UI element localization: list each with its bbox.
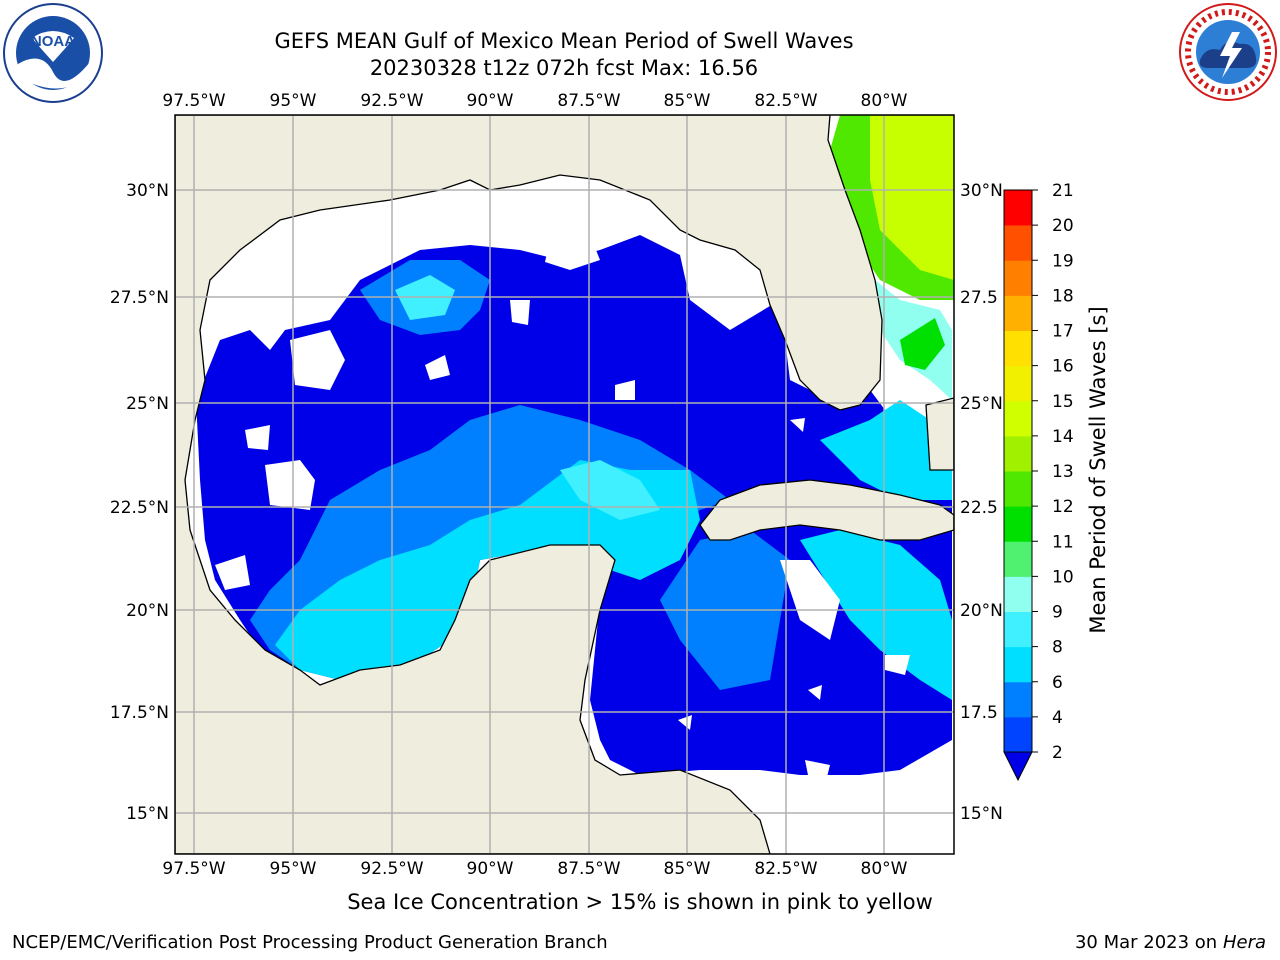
colorbar-tick-label: 6	[1052, 673, 1063, 693]
colorbar-segment	[1004, 190, 1032, 226]
lat-label: 15°N	[960, 804, 1003, 824]
colorbar-segment	[1004, 435, 1032, 472]
lon-label: 87.5°W	[557, 91, 620, 111]
lon-label: 92.5°W	[360, 91, 423, 111]
colorbar-tick-label: 19	[1052, 251, 1074, 271]
field-cyan-east	[800, 530, 952, 700]
nws-logo	[1179, 3, 1277, 101]
footer-credit: NCEP/EMC/Verification Post Processing Pr…	[12, 932, 608, 953]
colorbar-tick-label: 20	[1052, 216, 1074, 236]
colorbar-segment	[1004, 330, 1032, 367]
lat-label: 27.5	[960, 288, 998, 308]
colorbar-tick-label: 16	[1052, 357, 1074, 377]
lat-label: 20°N	[960, 601, 1003, 621]
colorbar-segment	[1004, 295, 1032, 331]
lat-label: 22.5	[960, 498, 998, 518]
colorbar-segment	[1004, 716, 1032, 753]
lon-label: 95°W	[270, 859, 317, 879]
lon-label: 87.5°W	[557, 859, 620, 879]
colorbar-segment	[1004, 611, 1032, 648]
colorbar-segment	[1004, 646, 1032, 683]
lon-label: 90°W	[467, 859, 514, 879]
colorbar-segment	[1004, 225, 1032, 261]
colorbar-tick-label: 11	[1052, 532, 1074, 552]
lon-label: 82.5°W	[754, 91, 817, 111]
colorbar-segment	[1004, 260, 1032, 296]
colorbar-tick-label: 13	[1052, 462, 1074, 482]
no-data-patches	[215, 200, 910, 785]
colorbar-tick-label: 9	[1052, 603, 1063, 623]
lat-labels-right: 30°N 27.5 25°N 22.5 20°N 17.5 15°N	[960, 181, 1003, 824]
noaa-logo: NOAA	[3, 3, 103, 103]
noaa-logo-text: NOAA	[31, 33, 75, 50]
field-cyan	[275, 460, 700, 680]
chart-subtitle: 20230328 t12z 072h fcst Max: 16.56	[369, 56, 759, 80]
field-atlantic-yellow	[870, 115, 954, 280]
lat-label: 17.5°N	[110, 703, 169, 723]
map-area	[175, 115, 954, 854]
lon-label: 95°W	[270, 91, 317, 111]
lat-label: 15°N	[126, 804, 169, 824]
lat-label: 25°N	[960, 394, 1003, 414]
graticule	[175, 115, 954, 854]
field-cyan-3	[560, 460, 660, 520]
sea-ice-note: Sea Ice Concentration > 15% is shown in …	[347, 890, 933, 914]
footer-machine: Hera	[1222, 932, 1266, 953]
colorbar-extend-arrow	[1003, 751, 1033, 782]
field-green-patch	[900, 318, 945, 370]
lat-label: 20°N	[126, 601, 169, 621]
lat-label: 22.5°N	[110, 498, 169, 518]
lon-label: 80°W	[861, 91, 908, 111]
colorbar-tick-label: 15	[1052, 392, 1074, 412]
lat-label: 30°N	[960, 181, 1003, 201]
lon-labels-bottom: 97.5°W 95°W 92.5°W 90°W 87.5°W 85°W 82.5…	[162, 859, 907, 879]
footer-date: 30 Mar 2023 on Hera	[1075, 932, 1266, 953]
colorbar-tick-label: 2	[1052, 743, 1063, 763]
land-cuba	[699, 479, 954, 541]
lon-label: 85°W	[664, 91, 711, 111]
lon-labels-top: 97.5°W 95°W 92.5°W 90°W 87.5°W 85°W 82.5…	[162, 91, 907, 111]
colorbar-segment	[1004, 681, 1032, 718]
land-bahamas	[925, 397, 954, 471]
lon-label: 90°W	[467, 91, 514, 111]
colorbar: 2 4 6 8 9 10 11 12 13 14 15 16 17 18 19 20 21	[1003, 181, 1074, 782]
colorbar-tick-label: 18	[1052, 286, 1074, 306]
colorbar-tick-label: 21	[1052, 181, 1074, 201]
land-us-mexico	[175, 115, 883, 854]
lon-label: 82.5°W	[754, 859, 817, 879]
colorbar-segment	[1004, 541, 1032, 577]
colorbar-tick-label: 17	[1052, 322, 1074, 342]
colorbar-tick-label: 10	[1052, 567, 1074, 587]
lon-label: 92.5°W	[360, 859, 423, 879]
lat-labels-left: 30°N 27.5°N 25°N 22.5°N 20°N 17.5°N 15°N	[110, 181, 169, 824]
colorbar-segment	[1004, 576, 1032, 612]
colorbar-title: Mean Period of Swell Waves [s]	[1086, 306, 1110, 634]
lon-label: 97.5°W	[162, 91, 225, 111]
field-straits-cyan	[820, 400, 952, 500]
colorbar-segment	[1004, 400, 1032, 437]
colorbar-tick-label: 4	[1052, 708, 1063, 728]
chart-title: GEFS MEAN Gulf of Mexico Mean Period of …	[274, 29, 854, 53]
lon-label: 85°W	[664, 859, 711, 879]
lat-label: 27.5°N	[110, 288, 169, 308]
colorbar-tick-label: 8	[1052, 638, 1063, 658]
footer-date-text: 30 Mar 2023 on	[1074, 932, 1218, 953]
lon-label: 80°W	[861, 859, 908, 879]
land	[175, 115, 954, 854]
lat-label: 30°N	[126, 181, 169, 201]
lat-label: 25°N	[126, 394, 169, 414]
map-frame	[174, 114, 955, 855]
colorbar-tick-label: 14	[1052, 427, 1074, 447]
colorbar-tick-label: 12	[1052, 497, 1074, 517]
colorbar-segment	[1004, 506, 1032, 542]
lat-label: 17.5	[960, 703, 998, 723]
lon-label: 97.5°W	[162, 859, 225, 879]
colorbar-segment	[1004, 365, 1032, 402]
colorbar-segment	[1004, 471, 1032, 507]
